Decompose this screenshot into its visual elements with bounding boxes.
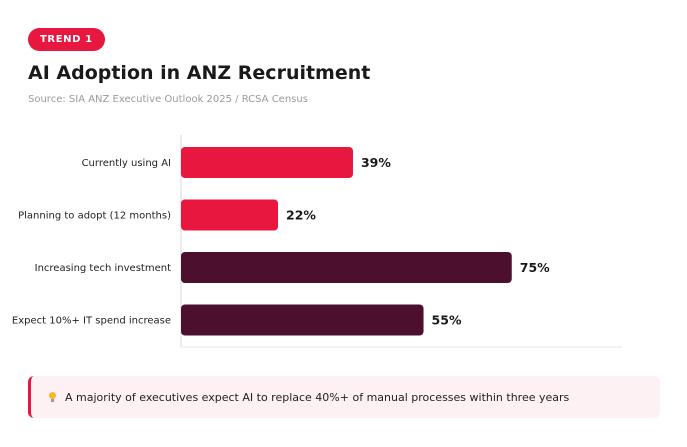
callout-text: A majority of executives expect AI to re… <box>65 390 570 404</box>
lightbulb-icon <box>49 391 56 403</box>
category-label-2: Increasing tech investment <box>35 263 171 274</box>
category-label-1: Planning to adopt (12 months) <box>18 211 171 222</box>
category-label-3: Expect 10%+ IT spend increase <box>12 316 171 327</box>
value-label-1: 22% <box>286 208 316 223</box>
category-label-0: Currently using AI <box>82 158 171 169</box>
value-label-3: 55% <box>432 313 462 328</box>
bar-3 <box>181 304 424 336</box>
bar-1 <box>181 199 279 231</box>
source-note: Source: SIA ANZ Executive Outlook 2025 /… <box>28 94 308 105</box>
adoption-bar-chart: Currently using AI 39% Planning to adopt (… <box>12 135 622 348</box>
page-title: AI Adoption in ANZ Recruitment <box>28 62 371 84</box>
bar-2 <box>181 252 512 283</box>
bar-0 <box>181 147 353 178</box>
trend-badge: TREND 1 <box>28 28 105 51</box>
insight-callout: A majority of executives expect AI to re… <box>28 376 660 418</box>
value-label-2: 75% <box>520 260 550 275</box>
value-label-0: 39% <box>361 155 391 170</box>
